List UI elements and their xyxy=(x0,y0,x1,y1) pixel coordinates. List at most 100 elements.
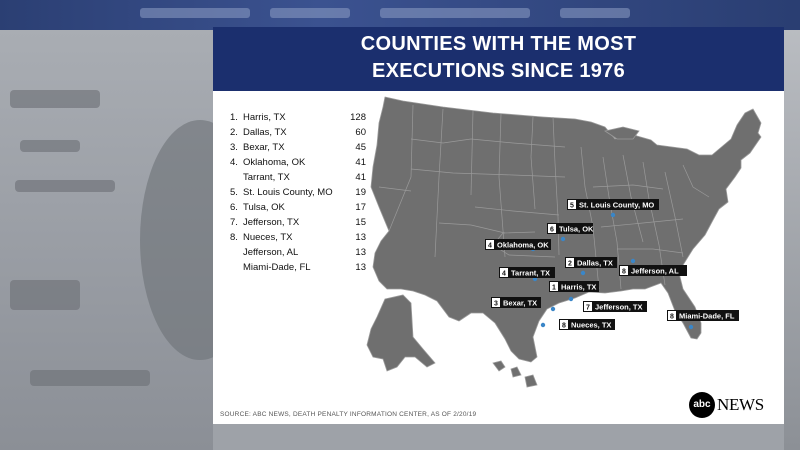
county-pin xyxy=(540,322,546,328)
ranking-count: 41 xyxy=(355,157,366,168)
ranking-row: 8. Nueces, TX 13 xyxy=(230,230,366,245)
county-label-text: Dallas, TX xyxy=(577,258,613,267)
county-rank-box xyxy=(550,282,558,291)
background-bottom-edge xyxy=(213,424,784,450)
county-pin xyxy=(610,212,616,218)
county-rank-box xyxy=(566,258,574,267)
county-label-text: Nueces, TX xyxy=(571,320,611,329)
ranking-county: Dallas, TX xyxy=(243,127,287,138)
background-blur-text xyxy=(270,8,350,18)
ranking-number: 2. xyxy=(230,127,238,138)
county-rank-number: 4 xyxy=(502,270,506,277)
title-line-2: EXECUTIONS SINCE 1976 xyxy=(371,60,626,82)
ranking-count: 13 xyxy=(355,232,366,243)
title-line-1: COUNTIES WITH THE MOST xyxy=(360,33,637,55)
ranking-number: 1. xyxy=(230,112,238,123)
county-rank-box xyxy=(568,200,576,209)
county-label-box xyxy=(491,297,541,308)
county-label: 6 Tulsa, OK xyxy=(547,223,594,242)
county-rank-number: 3 xyxy=(494,300,498,307)
county-label-text: Jefferson, TX xyxy=(595,302,643,311)
county-label-box xyxy=(549,281,599,292)
ranking-count: 19 xyxy=(355,187,366,198)
infographic-card: COUNTIES WITH THE MOST EXECUTIONS SINCE … xyxy=(213,27,784,424)
county-rank-number: 8 xyxy=(670,313,674,320)
state-border-line xyxy=(378,186,412,192)
ranking-count: 13 xyxy=(355,247,366,258)
ranking-county: Tulsa, OK xyxy=(243,202,285,213)
state-border-line xyxy=(470,138,566,148)
county-rank-number: 7 xyxy=(586,304,590,311)
background-blur-text xyxy=(10,90,100,108)
county-label-text: Tarrant, TX xyxy=(511,268,550,277)
background-blur-text xyxy=(380,8,530,18)
abc-logo-mark: abc xyxy=(689,392,715,418)
state-border-line xyxy=(388,104,414,232)
county-label-box xyxy=(567,199,659,210)
state-border-line xyxy=(498,113,506,258)
county-label: 1 Harris, TX xyxy=(549,281,599,302)
ranking-county: Jefferson, AL xyxy=(243,247,299,258)
county-pin xyxy=(550,306,556,312)
county-rank-box xyxy=(492,298,500,307)
background-blur-text xyxy=(20,140,80,152)
background-blur-text xyxy=(140,8,250,18)
state-border-line xyxy=(438,222,506,234)
ranking-number: 4. xyxy=(230,157,238,168)
county-label-text: Harris, TX xyxy=(561,282,596,291)
county-label: 5 St. Louis County, MO xyxy=(567,199,659,218)
state-border-line xyxy=(474,206,560,216)
county-label-text: St. Louis County, MO xyxy=(579,200,654,209)
us-map-states xyxy=(366,96,762,388)
county-rank-number: 6 xyxy=(550,226,554,233)
ranking-row: Tarrant, TX 41 xyxy=(230,170,366,185)
county-label-text: Miami-Dade, FL xyxy=(679,311,735,320)
county-label: 8 Jefferson, AL xyxy=(619,258,687,276)
ranking-number: 3. xyxy=(230,142,238,153)
ranking-row: Miami-Dade, FL 13 xyxy=(230,260,366,275)
county-label-text: Oklahoma, OK xyxy=(497,240,549,249)
county-label: 7 Jefferson, TX xyxy=(583,301,647,312)
ranking-row: 7. Jefferson, TX 15 xyxy=(230,215,366,230)
county-label-box xyxy=(485,239,551,250)
county-rank-number: 8 xyxy=(622,268,626,275)
state-border-line xyxy=(434,108,444,258)
state-border-line xyxy=(410,138,472,144)
state-border-line xyxy=(682,164,710,198)
county-rank-number: 2 xyxy=(568,260,572,267)
ranking-county: Oklahoma, OK xyxy=(243,157,306,168)
ranking-count: 15 xyxy=(355,217,366,228)
state-border-line xyxy=(410,168,566,178)
state-borders xyxy=(378,104,710,290)
county-rank-number: 1 xyxy=(552,284,556,291)
state-border-line xyxy=(617,248,684,254)
rankings-list: 1. Harris, TX 128 2. Dallas, TX 60 3. Bexar, TX… xyxy=(230,110,366,275)
alaska-shape xyxy=(366,294,436,372)
background-blur-text xyxy=(30,370,150,386)
ranking-count: 128 xyxy=(350,112,366,123)
state-border-line xyxy=(470,110,474,196)
county-rank-box xyxy=(486,240,494,249)
ranking-county: Miami-Dade, FL xyxy=(243,262,311,273)
ranking-count: 60 xyxy=(355,127,366,138)
county-label: 4 Oklahoma, OK xyxy=(485,239,551,252)
ranking-count: 17 xyxy=(355,202,366,213)
ranking-county: Jefferson, TX xyxy=(243,217,300,228)
county-rank-box xyxy=(548,224,556,233)
county-pin xyxy=(560,236,566,242)
ranking-row: 1. Harris, TX 128 xyxy=(230,110,366,125)
ranking-number: 5. xyxy=(230,187,238,198)
hawaii-shape xyxy=(492,360,538,388)
state-border-line xyxy=(592,184,664,190)
ranking-row: 4. Oklahoma, OK 41 xyxy=(230,155,366,170)
state-border-line xyxy=(622,154,644,243)
county-rank-box xyxy=(500,268,508,277)
county-rank-box xyxy=(620,266,628,275)
ranking-number: 8. xyxy=(230,232,238,243)
county-rank-number: 4 xyxy=(488,242,492,249)
state-border-line xyxy=(530,116,536,210)
county-pin xyxy=(630,258,636,264)
background-blur-text xyxy=(15,180,115,192)
abc-logo-word: NEWS xyxy=(717,395,764,414)
state-border-line xyxy=(552,116,560,256)
